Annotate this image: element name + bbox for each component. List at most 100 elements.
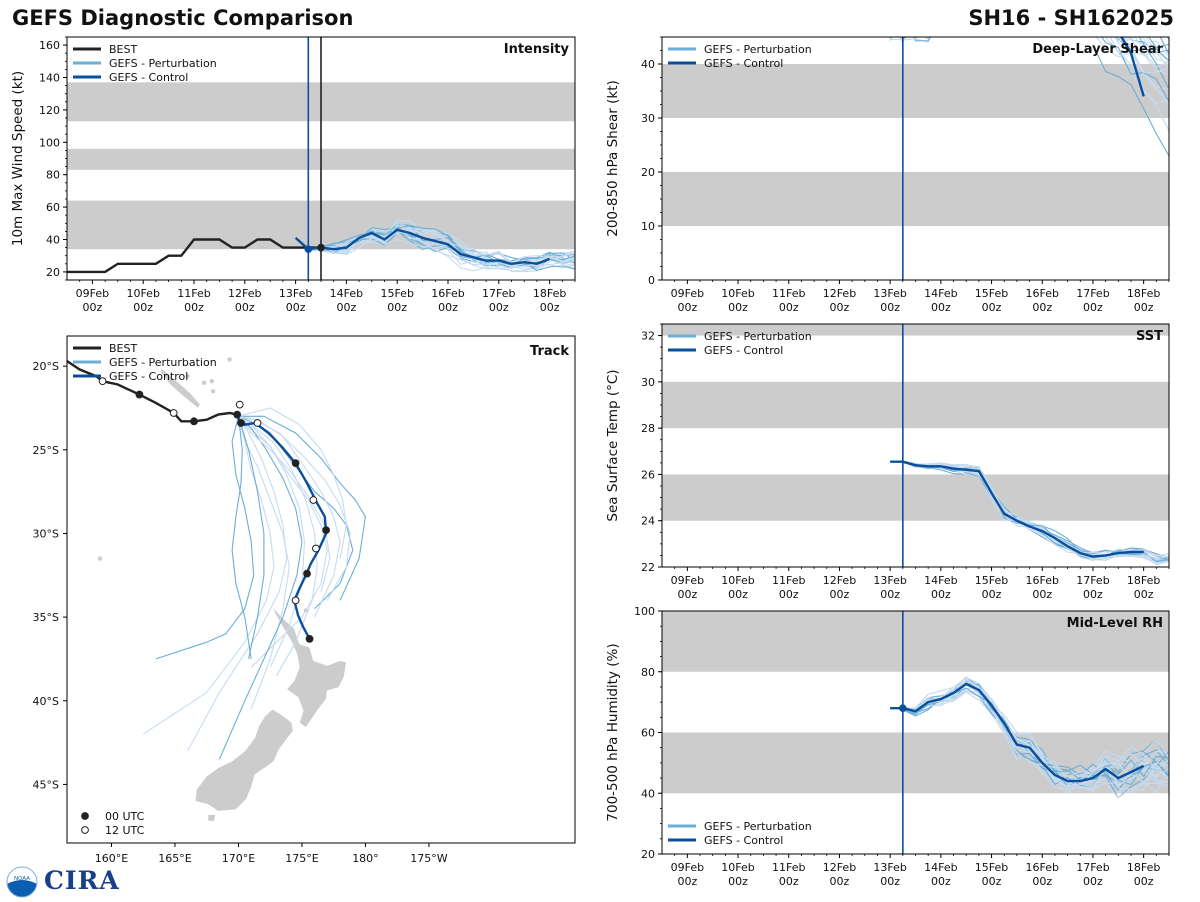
ensemble-member xyxy=(1109,37,1169,104)
legend-label-perturbation: GEFS - Perturbation xyxy=(109,356,217,369)
ensemble-member xyxy=(1134,37,1169,68)
x-tick-label-date: 14Feb xyxy=(924,287,957,300)
x-tick-label-hour: 00z xyxy=(982,588,1002,601)
control-track-marker xyxy=(305,634,314,643)
x-tick-label-date: 13Feb xyxy=(873,861,906,874)
ensemble-track xyxy=(238,415,306,668)
analysis-marker xyxy=(317,243,325,252)
ensemble-member xyxy=(1121,37,1169,69)
ensemble-track xyxy=(187,416,288,752)
ensemble-member xyxy=(940,37,941,38)
ensemble-track xyxy=(231,416,252,659)
x-tick-label-hour: 00z xyxy=(728,588,748,601)
ensemble-member xyxy=(902,684,1169,794)
cira-logo: NOAA CIRA xyxy=(4,866,119,898)
ensemble-member xyxy=(901,37,905,41)
ensemble-track xyxy=(218,415,303,760)
x-tick-label-hour: 00z xyxy=(728,875,748,888)
x-tick-label-hour: 00z xyxy=(830,301,850,314)
y-tick-label: 10 xyxy=(641,220,655,233)
control-track-marker xyxy=(235,400,244,409)
y-tick-label: 30 xyxy=(641,376,655,389)
land-small-island xyxy=(185,373,190,379)
x-tick-label-hour: 00z xyxy=(830,875,850,888)
x-tick-label-hour: 00z xyxy=(1083,301,1103,314)
legend-label-12utc: 12 UTC xyxy=(105,824,145,837)
cira-wordmark: CIRA xyxy=(44,866,120,895)
ensemble-member xyxy=(889,37,892,42)
threshold-band xyxy=(662,324,1169,336)
lon-tick-label: 160°E xyxy=(95,852,128,865)
ensemble-member xyxy=(1092,44,1169,157)
x-tick-label-hour: 00z xyxy=(1032,301,1052,314)
ensemble-member xyxy=(889,37,892,40)
y-tick-label: 30 xyxy=(641,112,655,125)
legend-label-perturbation: GEFS - Perturbation xyxy=(704,820,812,833)
x-tick-label-date: 11Feb xyxy=(177,287,210,300)
ensemble-member xyxy=(1141,37,1169,64)
x-tick-label-hour: 00z xyxy=(982,301,1002,314)
land-new-caledonia xyxy=(160,367,201,409)
x-tick-label-hour: 00z xyxy=(489,301,509,314)
x-tick-label-hour: 00z xyxy=(982,875,1002,888)
y-tick-label: 20 xyxy=(641,848,655,861)
threshold-band xyxy=(662,172,1169,226)
x-tick-label-hour: 00z xyxy=(931,875,951,888)
x-tick-label-hour: 00z xyxy=(337,301,357,314)
land-small-island xyxy=(227,357,232,362)
ensemble-member xyxy=(890,37,911,40)
x-tick-label-hour: 00z xyxy=(677,301,697,314)
x-tick-label-hour: 00z xyxy=(779,875,799,888)
legend-label-perturbation: GEFS - Perturbation xyxy=(704,330,812,343)
ensemble-member xyxy=(890,0,941,24)
x-tick-label-hour: 00z xyxy=(1032,588,1052,601)
x-tick-label-hour: 00z xyxy=(830,588,850,601)
lat-tick-label: 40°S xyxy=(33,695,59,708)
lat-tick-label: 35°S xyxy=(33,611,59,624)
y-tick-label: 32 xyxy=(641,330,655,343)
x-tick-label-date: 18Feb xyxy=(1127,287,1160,300)
ensemble-member xyxy=(901,37,905,43)
y-tick-label: 60 xyxy=(46,201,60,214)
x-tick-label-date: 12Feb xyxy=(823,861,856,874)
x-tick-label-date: 09Feb xyxy=(671,574,704,587)
control-line xyxy=(1120,37,1145,97)
x-tick-label-date: 11Feb xyxy=(772,574,805,587)
threshold-band xyxy=(662,611,1169,672)
ensemble-member xyxy=(1148,37,1169,49)
land-south-island xyxy=(194,708,294,812)
ensemble-member xyxy=(902,461,1169,558)
y-tick-label: 80 xyxy=(46,169,60,182)
legend-label-control: GEFS - Control xyxy=(704,834,783,847)
panel-title: Intensity xyxy=(504,42,570,57)
best-line xyxy=(67,238,321,274)
lon-tick-label: 175°W xyxy=(410,852,447,865)
lat-tick-label: 45°S xyxy=(33,778,59,791)
y-tick-label: 140 xyxy=(39,72,60,85)
ensemble-member xyxy=(902,681,1169,785)
x-tick-label-hour: 00z xyxy=(1032,875,1052,888)
ensemble-member xyxy=(890,12,941,32)
land-north-island xyxy=(272,606,347,728)
x-tick-label-hour: 00z xyxy=(728,301,748,314)
x-tick-label-hour: 00z xyxy=(880,588,900,601)
lat-tick-label: 30°S xyxy=(33,527,59,540)
ensemble-member xyxy=(902,461,1169,560)
x-tick-label-hour: 00z xyxy=(677,875,697,888)
best-track-marker xyxy=(190,417,198,426)
x-tick-label-date: 16Feb xyxy=(1026,861,1059,874)
ensemble-member xyxy=(890,12,941,35)
x-tick-label-date: 16Feb xyxy=(431,287,464,300)
plot-area-shear xyxy=(662,0,1169,226)
y-tick-label: 40 xyxy=(641,58,655,71)
panel-track: 160°E 165°E 170°E 175°E 180° 175°W 20°S 25°S 30°… xyxy=(33,335,576,865)
x-tick-label-hour: 00z xyxy=(387,301,407,314)
panel-title: Deep-Layer Shear xyxy=(1032,42,1163,57)
ensemble-member xyxy=(1101,37,1169,102)
best-track-marker xyxy=(98,377,107,386)
lat-tick-label: 25°S xyxy=(33,444,59,457)
x-tick-label-date: 14Feb xyxy=(330,287,363,300)
ensemble-track xyxy=(237,416,265,660)
ensemble-member xyxy=(913,37,931,42)
x-tick-label-date: 14Feb xyxy=(924,861,957,874)
